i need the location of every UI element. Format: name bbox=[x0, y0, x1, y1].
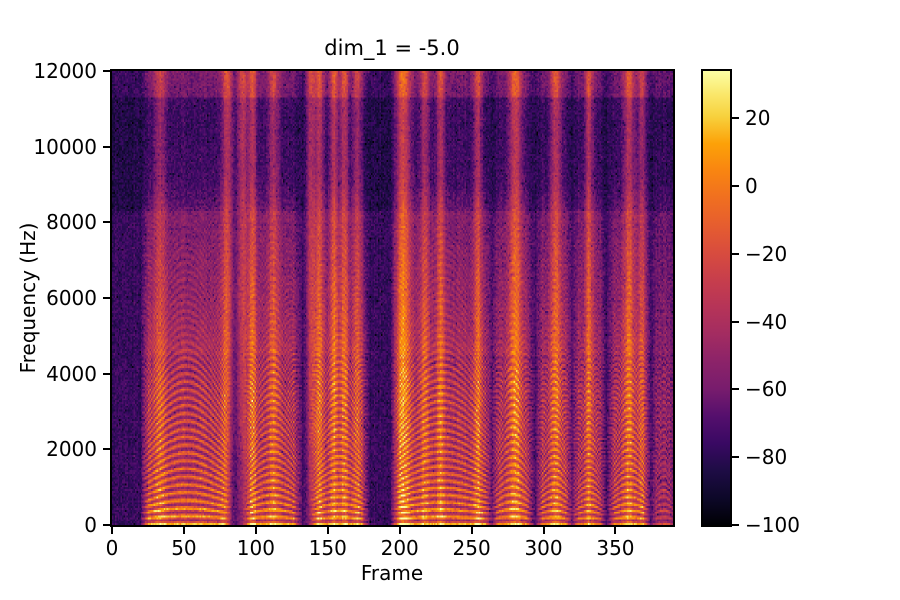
colorbar-tick-label: −40 bbox=[745, 309, 788, 334]
y-axis-label: Frequency (Hz) bbox=[16, 222, 40, 374]
y-tick-label: 4000 bbox=[46, 361, 97, 386]
x-axis-label: Frame bbox=[360, 561, 424, 585]
colorbar-tick-mark bbox=[732, 388, 739, 391]
colorbar-tick-label: −80 bbox=[745, 445, 788, 470]
colorbar-tick-mark bbox=[732, 320, 739, 323]
y-tick-mark bbox=[103, 448, 110, 451]
x-tick-label: 150 bbox=[308, 536, 347, 560]
y-tick-mark bbox=[103, 221, 110, 224]
spectrogram-canvas bbox=[112, 71, 673, 525]
colorbar-tick-label: −100 bbox=[745, 513, 800, 537]
y-tick-label: 2000 bbox=[46, 437, 97, 462]
y-tick-label: 12000 bbox=[33, 59, 97, 83]
colorbar-tick-mark bbox=[732, 252, 739, 255]
x-tick-mark bbox=[542, 527, 545, 534]
colorbar-tick-label: 0 bbox=[745, 174, 758, 199]
x-tick-label: 100 bbox=[236, 536, 275, 560]
x-tick-label: 350 bbox=[596, 536, 635, 560]
y-tick-label: 6000 bbox=[46, 286, 97, 310]
x-tick-mark bbox=[398, 527, 401, 534]
x-tick-mark bbox=[470, 527, 473, 534]
x-tick-label: 50 bbox=[171, 536, 197, 560]
y-tick-label: 10000 bbox=[33, 134, 97, 159]
x-tick-mark bbox=[182, 527, 185, 534]
colorbar-tick-label: −20 bbox=[745, 241, 788, 266]
y-tick-mark bbox=[103, 297, 110, 299]
spectrogram-plot bbox=[110, 69, 675, 527]
colorbar-tick-mark bbox=[732, 117, 739, 120]
x-tick-label: 200 bbox=[380, 536, 419, 560]
x-tick-mark bbox=[111, 527, 113, 534]
colorbar bbox=[701, 69, 732, 527]
y-tick-mark bbox=[103, 524, 110, 526]
x-tick-label: 300 bbox=[524, 536, 563, 560]
y-tick-mark bbox=[103, 145, 110, 148]
x-tick-mark bbox=[614, 527, 617, 534]
colorbar-gradient bbox=[703, 71, 730, 525]
colorbar-tick-mark bbox=[732, 456, 739, 459]
y-tick-mark bbox=[103, 70, 110, 72]
colorbar-tick-label: 20 bbox=[745, 106, 771, 131]
chart-title: dim_1 = -5.0 bbox=[324, 36, 460, 60]
colorbar-tick-label: −60 bbox=[745, 377, 788, 402]
y-tick-label: 0 bbox=[84, 513, 97, 537]
y-tick-label: 8000 bbox=[46, 210, 97, 235]
colorbar-tick-mark bbox=[732, 524, 739, 526]
x-tick-label: 250 bbox=[452, 536, 491, 560]
x-tick-mark bbox=[254, 527, 257, 534]
x-tick-mark bbox=[326, 527, 329, 534]
x-tick-label: 0 bbox=[105, 536, 119, 560]
colorbar-tick-mark bbox=[732, 185, 739, 188]
y-tick-mark bbox=[103, 372, 110, 375]
